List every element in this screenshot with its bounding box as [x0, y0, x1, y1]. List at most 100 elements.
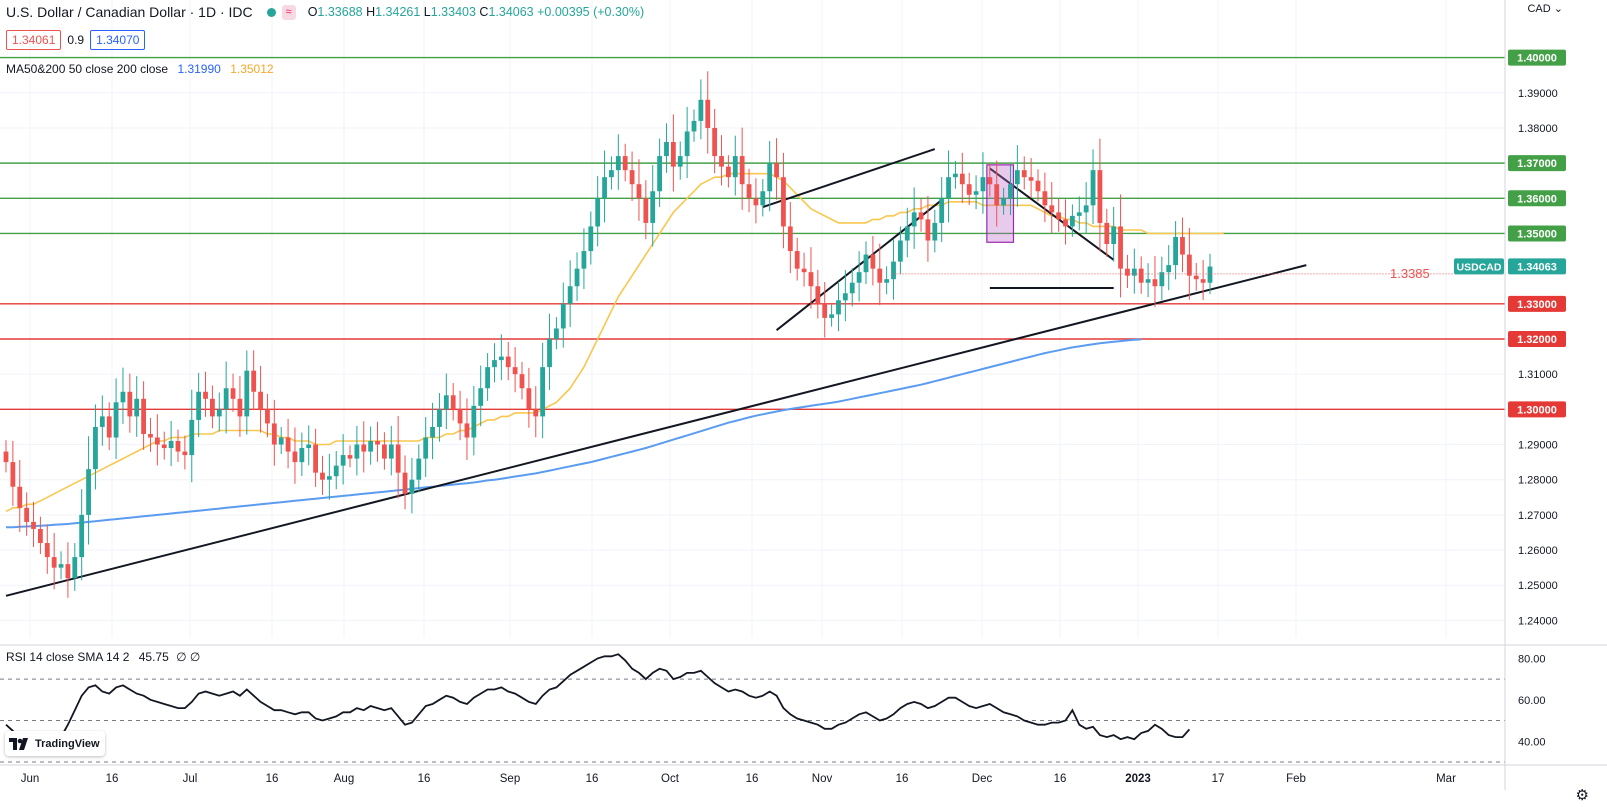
candle[interactable]: [1014, 145, 1020, 207]
candle[interactable]: [423, 417, 429, 477]
candle[interactable]: [168, 420, 174, 467]
candle[interactable]: [409, 457, 415, 514]
candle[interactable]: [182, 435, 188, 470]
candle[interactable]: [973, 175, 979, 210]
candle[interactable]: [230, 373, 236, 412]
candle[interactable]: [1049, 182, 1055, 234]
candle[interactable]: [849, 268, 855, 307]
candle[interactable]: [664, 123, 669, 173]
candle[interactable]: [395, 416, 401, 499]
candle[interactable]: [1166, 245, 1172, 291]
candle[interactable]: [1090, 149, 1096, 225]
candle[interactable]: [636, 159, 642, 221]
tradingview-logo[interactable]: TradingView: [5, 731, 105, 756]
candle[interactable]: [79, 489, 85, 581]
candle[interactable]: [388, 425, 394, 476]
candle[interactable]: [1104, 208, 1110, 257]
candle[interactable]: [340, 434, 346, 485]
candle[interactable]: [822, 282, 828, 338]
candle[interactable]: [884, 266, 890, 295]
candle[interactable]: [1138, 256, 1144, 294]
candle[interactable]: [904, 207, 910, 258]
candle[interactable]: [602, 150, 607, 223]
currency-menu[interactable]: CAD ⌄: [1527, 2, 1563, 15]
rsi-pane[interactable]: 80.00 60.00 40.00: [0, 653, 1546, 763]
candle[interactable]: [347, 445, 353, 468]
candle[interactable]: [746, 168, 752, 213]
candle[interactable]: [588, 211, 594, 265]
buy-button[interactable]: 1.34070: [90, 30, 146, 50]
candle[interactable]: [953, 160, 958, 189]
candle[interactable]: [38, 516, 43, 555]
candle[interactable]: [1200, 260, 1206, 300]
candle[interactable]: [505, 341, 511, 381]
highlight-box[interactable]: [986, 164, 1015, 243]
candle[interactable]: [148, 417, 153, 452]
candle[interactable]: [595, 176, 601, 247]
candle[interactable]: [932, 209, 938, 253]
candle[interactable]: [368, 426, 374, 465]
candle[interactable]: [959, 152, 965, 204]
candle[interactable]: [313, 428, 318, 487]
candle[interactable]: [65, 542, 71, 598]
candle[interactable]: [1207, 253, 1213, 295]
candle[interactable]: [829, 304, 834, 327]
candle[interactable]: [1152, 255, 1158, 308]
candle[interactable]: [519, 361, 525, 400]
candle[interactable]: [161, 431, 167, 460]
candle[interactable]: [891, 238, 896, 300]
candle[interactable]: [464, 398, 470, 460]
candle[interactable]: [622, 143, 628, 182]
candle[interactable]: [333, 451, 339, 490]
candle[interactable]: [1173, 221, 1178, 280]
candle[interactable]: [278, 426, 284, 455]
candle[interactable]: [175, 429, 181, 462]
candle[interactable]: [657, 138, 662, 208]
candle[interactable]: [285, 418, 291, 469]
candle[interactable]: [251, 350, 257, 411]
candle[interactable]: [898, 226, 903, 275]
candle[interactable]: [127, 373, 133, 433]
candle[interactable]: [684, 107, 690, 179]
candle[interactable]: [375, 421, 380, 462]
candle[interactable]: [244, 350, 250, 435]
candle[interactable]: [326, 453, 332, 500]
candle[interactable]: [271, 399, 277, 466]
candle[interactable]: [1035, 169, 1041, 202]
candle[interactable]: [478, 365, 484, 427]
candle[interactable]: [1001, 187, 1006, 215]
candle[interactable]: [1042, 172, 1048, 223]
candle[interactable]: [726, 155, 731, 188]
candle[interactable]: [526, 367, 532, 428]
candle[interactable]: [86, 436, 91, 545]
candle[interactable]: [836, 281, 841, 332]
candles[interactable]: [3, 71, 1213, 598]
candle[interactable]: [939, 177, 945, 243]
candle[interactable]: [361, 421, 367, 473]
candle[interactable]: [808, 247, 814, 309]
candle[interactable]: [237, 376, 243, 437]
candle[interactable]: [547, 313, 552, 390]
candle[interactable]: [223, 361, 229, 434]
candle[interactable]: [258, 365, 263, 433]
candle[interactable]: [1070, 204, 1075, 237]
candle[interactable]: [781, 152, 786, 249]
sell-button[interactable]: 1.34061: [6, 30, 62, 50]
wave-icon[interactable]: ≈: [281, 4, 296, 20]
candle[interactable]: [1125, 254, 1130, 289]
candle[interactable]: [719, 135, 724, 186]
candle[interactable]: [58, 551, 64, 580]
candle[interactable]: [99, 395, 105, 446]
candle[interactable]: [1008, 165, 1013, 216]
candle[interactable]: [560, 282, 566, 348]
candle[interactable]: [354, 425, 360, 476]
candle[interactable]: [1076, 196, 1082, 231]
candle[interactable]: [265, 393, 270, 438]
candle[interactable]: [760, 178, 766, 217]
candle[interactable]: [44, 524, 50, 574]
candle[interactable]: [815, 269, 821, 319]
candle[interactable]: [492, 343, 497, 383]
candle[interactable]: [154, 414, 160, 466]
trendline-0[interactable]: [5, 264, 1307, 597]
candle[interactable]: [189, 389, 195, 483]
